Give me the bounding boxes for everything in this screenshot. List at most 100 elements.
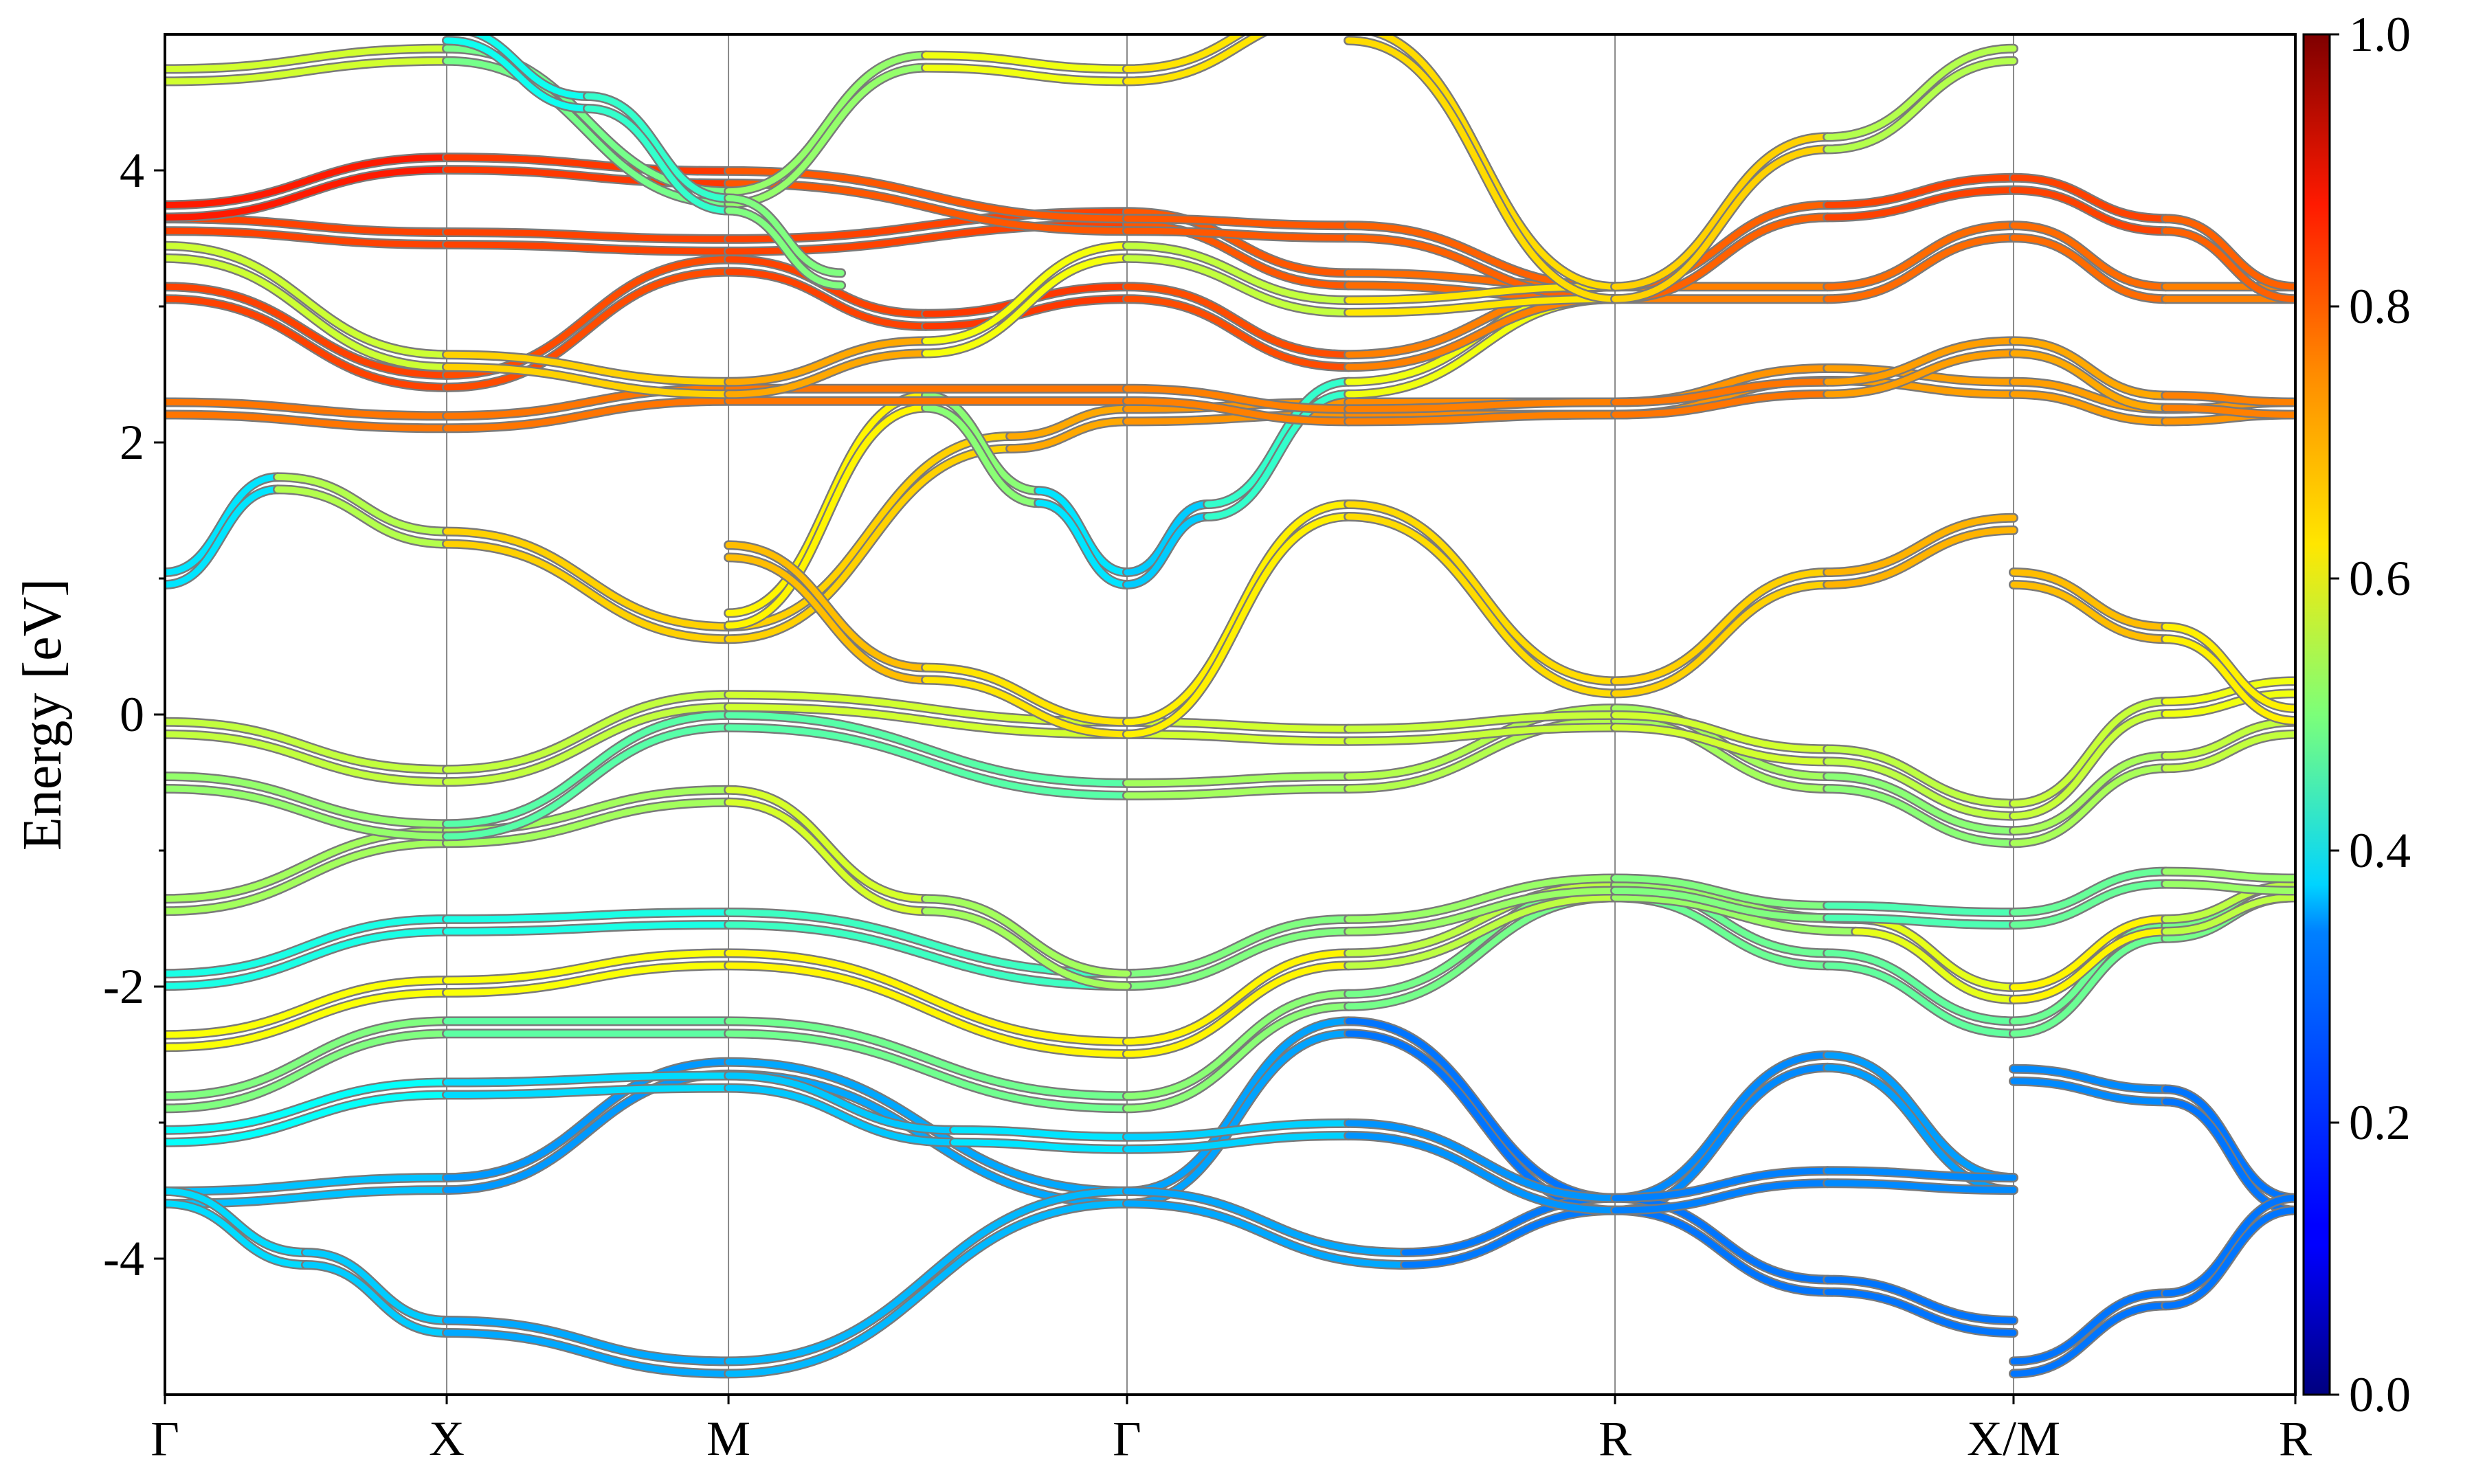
band-series <box>724 499 2295 739</box>
band-segment <box>443 351 732 385</box>
band-segment <box>725 269 929 330</box>
band-series <box>724 282 1620 631</box>
band-segment <box>165 227 450 248</box>
band-segment <box>443 1072 732 1086</box>
band-segment <box>1124 385 1352 412</box>
band-lines <box>165 34 2295 1379</box>
band-segment <box>1612 379 1831 405</box>
y-tick-label: -2 <box>103 959 144 1014</box>
band-segment <box>1124 283 1352 358</box>
band-segment <box>1824 527 2017 588</box>
band-segment <box>1124 295 1352 370</box>
band-segment <box>2162 1195 2295 1296</box>
band-segment <box>165 773 450 827</box>
band-segment <box>165 473 281 576</box>
band-segment <box>302 1249 450 1324</box>
colorbar-tick-label: 0.4 <box>2349 823 2411 878</box>
band-segment <box>1345 513 1618 697</box>
band-segment <box>443 241 732 255</box>
band-segment <box>165 243 450 358</box>
band-segment <box>725 1030 1130 1112</box>
band-segment <box>2010 581 2169 642</box>
band-segment <box>725 405 929 629</box>
band-segment <box>2162 405 2295 418</box>
band-segment <box>1124 243 1352 304</box>
band-segment <box>165 1018 450 1099</box>
band-segment <box>443 1085 732 1098</box>
band-segment <box>725 554 929 684</box>
band-segment <box>1007 418 1130 452</box>
band-segment <box>443 712 732 827</box>
band-segment <box>1345 1018 1618 1202</box>
y-tick-label: 0 <box>120 687 144 742</box>
band-segment <box>922 295 1130 330</box>
band-segment <box>443 363 732 398</box>
band-segment <box>725 337 929 385</box>
colorbar-bar <box>2302 33 2331 1396</box>
band-segment <box>725 787 929 902</box>
band-segment <box>1612 875 1831 909</box>
band-segment <box>165 154 450 208</box>
band-segment <box>1824 45 2017 140</box>
band-segment <box>2162 868 2295 881</box>
band-segment <box>1124 501 1211 576</box>
band-segment <box>1345 875 1618 923</box>
band-segment <box>725 195 845 276</box>
band-series <box>165 1186 2295 1379</box>
band-segment <box>1124 398 1352 425</box>
band-segment <box>922 243 1130 344</box>
band-segment <box>1124 731 1352 745</box>
band-segment <box>2010 868 2169 916</box>
band-segment <box>165 283 450 379</box>
band-segment <box>1124 773 1352 787</box>
colorbar: 0.0 0.2 0.4 0.6 0.8 1.0 <box>2302 7 2411 1422</box>
band-segment <box>1124 949 1352 1045</box>
y-axis-label: Energy [eV] <box>12 578 73 851</box>
band-segment <box>2010 187 2169 234</box>
band-segment <box>1612 569 1831 684</box>
band-segment <box>1035 499 1130 588</box>
band-segment <box>1401 1195 1618 1256</box>
band-segment <box>2010 234 2169 302</box>
band-segment <box>165 166 450 221</box>
band-series <box>165 1070 2018 1215</box>
band-segment <box>165 977 450 1038</box>
band-segment <box>2162 677 2295 705</box>
band-segment <box>1124 1120 1352 1140</box>
band-segment <box>1612 894 1859 935</box>
band-segment <box>725 207 845 289</box>
colorbar-ticks: 0.0 0.2 0.4 0.6 0.8 1.0 <box>2330 7 2411 1422</box>
y-tick-label: 2 <box>120 415 144 470</box>
band-segment <box>725 52 929 195</box>
band-segment <box>2010 1078 2169 1105</box>
band-segment <box>1824 1052 2017 1181</box>
band-segment <box>2162 719 2295 759</box>
band-segment <box>725 1085 957 1146</box>
band-segment <box>165 928 450 989</box>
band-segment <box>165 1079 450 1134</box>
band-segment <box>443 691 732 773</box>
band-segment <box>922 677 1130 738</box>
band-segment <box>2162 227 2295 302</box>
band-segment <box>725 704 1130 738</box>
band-segment <box>1824 1277 2017 1324</box>
band-segment <box>1345 412 1618 425</box>
band-segment <box>1824 902 2017 916</box>
band-segment <box>922 908 1130 989</box>
band-segment <box>2162 215 2295 290</box>
band-segment <box>2010 698 2169 807</box>
band-segment <box>1824 1064 2017 1193</box>
band-segment <box>274 473 450 535</box>
band-segment <box>165 1092 450 1146</box>
band-segment <box>2010 881 2169 928</box>
band-segment <box>922 895 1130 977</box>
band-segment <box>1824 350 2017 398</box>
band-segment <box>443 229 732 243</box>
band-segment <box>165 1030 450 1112</box>
band-segment <box>1824 758 2017 820</box>
band-segment <box>443 909 732 923</box>
x-tick-label: X/M <box>1967 1411 2060 1466</box>
band-segment <box>1824 745 2017 807</box>
band-segment <box>165 255 450 370</box>
band-segment <box>1612 712 1831 752</box>
